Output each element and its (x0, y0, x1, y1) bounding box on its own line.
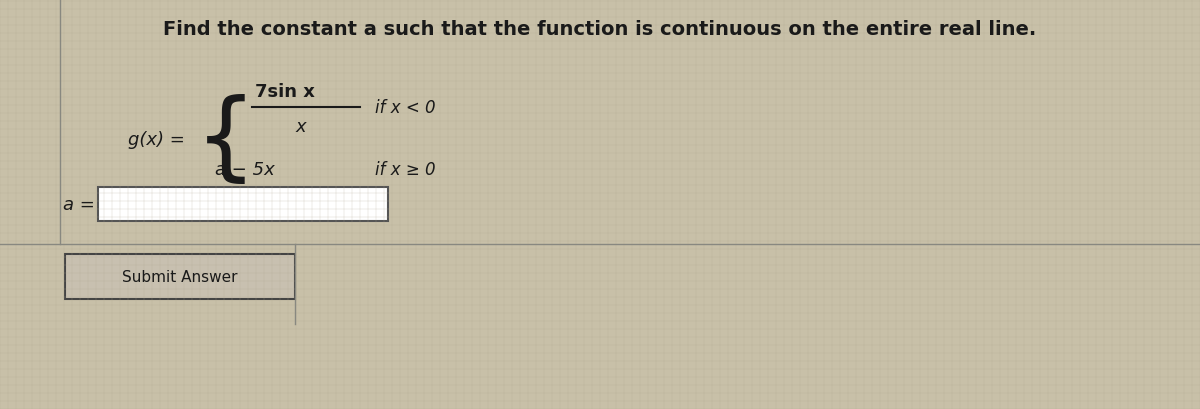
FancyBboxPatch shape (65, 254, 295, 299)
FancyBboxPatch shape (98, 188, 388, 221)
Text: Find the constant a such that the function is continuous on the entire real line: Find the constant a such that the functi… (163, 20, 1037, 39)
Text: 7sin x: 7sin x (256, 83, 314, 101)
Text: {: { (194, 93, 257, 186)
Text: a =: a = (64, 196, 95, 213)
Text: if x ≥ 0: if x ≥ 0 (374, 161, 436, 179)
Text: g(x) =: g(x) = (128, 131, 185, 148)
Text: x: x (295, 118, 306, 136)
Text: Submit Answer: Submit Answer (122, 269, 238, 284)
Text: if x < 0: if x < 0 (374, 99, 436, 117)
Text: a − 5x: a − 5x (215, 161, 275, 179)
